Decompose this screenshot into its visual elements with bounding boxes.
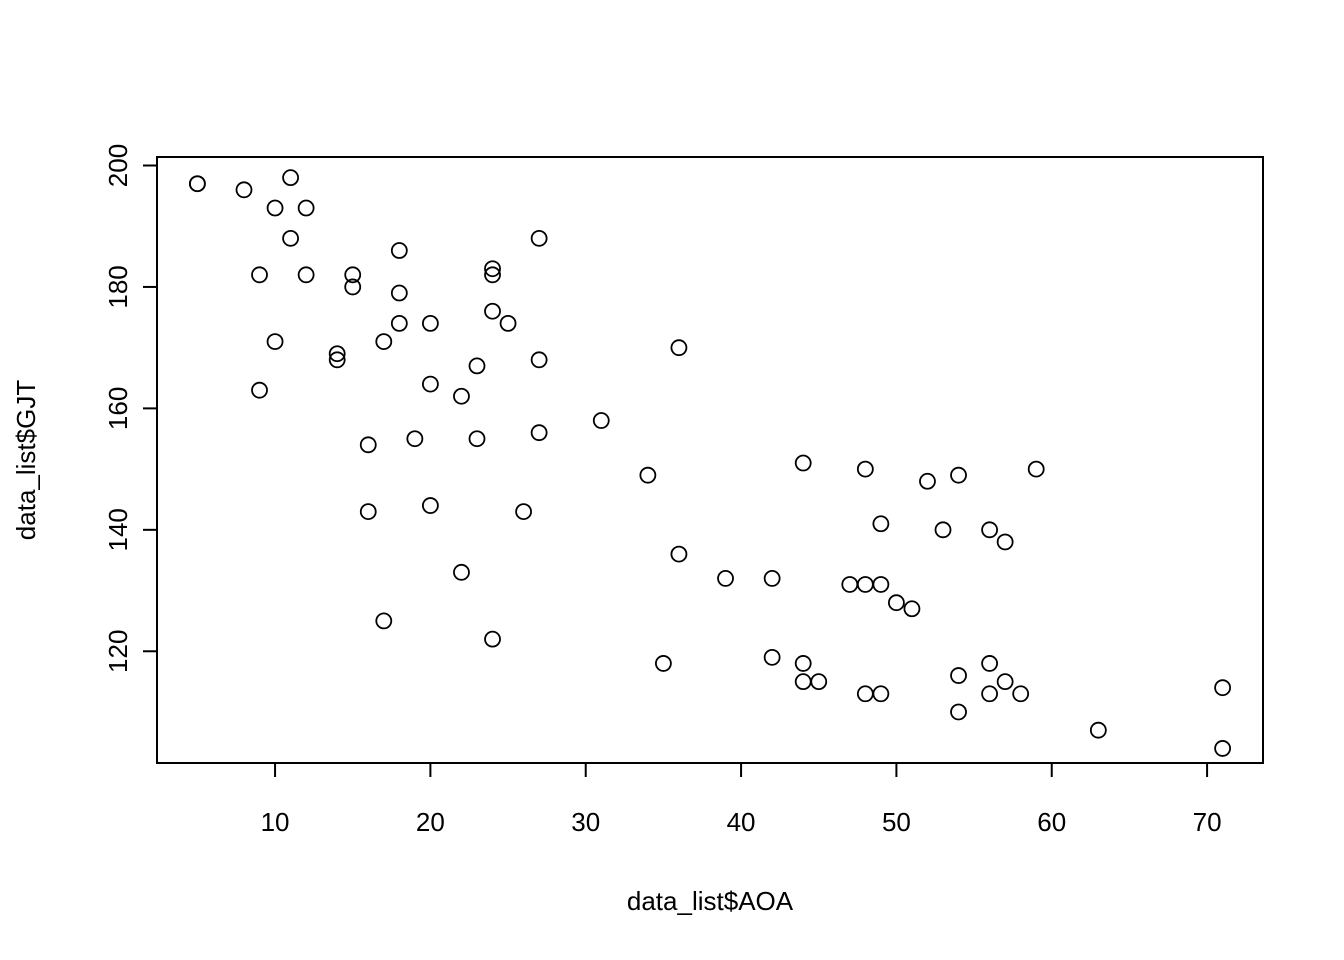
data-point bbox=[872, 685, 890, 703]
data-point bbox=[484, 260, 501, 278]
data-point bbox=[763, 570, 781, 587]
data-point bbox=[794, 454, 812, 472]
data-point bbox=[1027, 460, 1045, 478]
data-point bbox=[375, 612, 393, 630]
data-point bbox=[328, 345, 346, 363]
x-tick-label: 10 bbox=[261, 807, 290, 837]
plot-frame bbox=[156, 156, 1264, 764]
y-tick-label: 140 bbox=[103, 508, 133, 551]
data-point bbox=[468, 430, 486, 448]
y-tick-label: 200 bbox=[103, 144, 133, 187]
data-point bbox=[1089, 721, 1107, 739]
data-point bbox=[592, 412, 610, 429]
data-point bbox=[950, 466, 967, 484]
y-axis-label: data_list$GJT bbox=[11, 380, 41, 541]
data-point bbox=[996, 533, 1014, 551]
data-point bbox=[670, 545, 688, 563]
data-point bbox=[530, 229, 548, 247]
data-points bbox=[188, 169, 1232, 757]
data-point bbox=[919, 472, 936, 490]
data-point bbox=[1214, 679, 1232, 697]
data-point bbox=[717, 570, 734, 587]
data-point bbox=[872, 576, 890, 593]
data-point bbox=[763, 648, 781, 666]
data-point bbox=[421, 375, 439, 393]
data-point bbox=[794, 655, 812, 672]
data-point bbox=[188, 175, 206, 193]
data-point bbox=[484, 302, 501, 320]
data-point bbox=[421, 497, 439, 514]
data-point bbox=[282, 229, 299, 247]
data-point bbox=[375, 333, 393, 350]
x-tick-label: 60 bbox=[1037, 807, 1066, 837]
data-point bbox=[950, 667, 967, 684]
data-point bbox=[235, 181, 253, 199]
data-point bbox=[297, 266, 315, 284]
data-point bbox=[515, 503, 532, 521]
data-point bbox=[359, 436, 377, 454]
data-point bbox=[1012, 685, 1030, 703]
data-point bbox=[453, 563, 470, 581]
data-point bbox=[530, 424, 548, 442]
data-point bbox=[639, 466, 657, 484]
data-point bbox=[794, 673, 812, 691]
data-point bbox=[856, 685, 874, 703]
y-tick-label: 120 bbox=[103, 630, 133, 673]
data-point bbox=[468, 357, 486, 375]
x-tick-label: 70 bbox=[1193, 807, 1222, 837]
data-point bbox=[1214, 740, 1232, 757]
data-point bbox=[981, 685, 999, 703]
data-point bbox=[950, 703, 967, 721]
data-point bbox=[856, 576, 874, 593]
data-point bbox=[810, 673, 828, 691]
data-point bbox=[266, 199, 284, 217]
data-point bbox=[390, 314, 408, 332]
data-point bbox=[981, 521, 999, 539]
data-point bbox=[499, 314, 517, 332]
data-point bbox=[856, 460, 874, 478]
data-point bbox=[453, 387, 470, 405]
data-point bbox=[344, 266, 362, 284]
data-point bbox=[888, 594, 905, 612]
data-point bbox=[670, 339, 688, 357]
data-point bbox=[841, 576, 859, 593]
data-point bbox=[654, 655, 672, 672]
x-axis-label: data_list$AOA bbox=[627, 886, 794, 916]
y-tick-label: 180 bbox=[103, 265, 133, 308]
x-axis: 10 20 30 40 50 60 70 bbox=[261, 762, 1222, 837]
data-point bbox=[903, 600, 921, 618]
data-point bbox=[530, 351, 548, 369]
data-point bbox=[251, 381, 268, 399]
data-point bbox=[996, 673, 1014, 691]
data-point bbox=[251, 266, 268, 284]
x-tick-label: 30 bbox=[571, 807, 600, 837]
data-point bbox=[934, 521, 952, 539]
data-point bbox=[421, 314, 439, 332]
data-point bbox=[872, 515, 890, 533]
y-tick-label: 160 bbox=[103, 387, 133, 430]
data-point bbox=[390, 242, 408, 259]
data-point bbox=[328, 351, 346, 369]
data-point bbox=[406, 430, 424, 448]
y-axis: 120 140 160 180 200 bbox=[103, 144, 158, 673]
data-point bbox=[484, 630, 501, 648]
data-point bbox=[484, 266, 501, 284]
data-point bbox=[282, 169, 299, 187]
data-point bbox=[359, 503, 377, 521]
data-point bbox=[297, 199, 315, 217]
x-tick-label: 20 bbox=[416, 807, 445, 837]
data-point bbox=[981, 655, 999, 672]
x-tick-label: 50 bbox=[882, 807, 911, 837]
data-point bbox=[266, 333, 284, 350]
data-point bbox=[390, 284, 408, 302]
x-tick-label: 40 bbox=[727, 807, 756, 837]
data-point bbox=[344, 278, 362, 296]
